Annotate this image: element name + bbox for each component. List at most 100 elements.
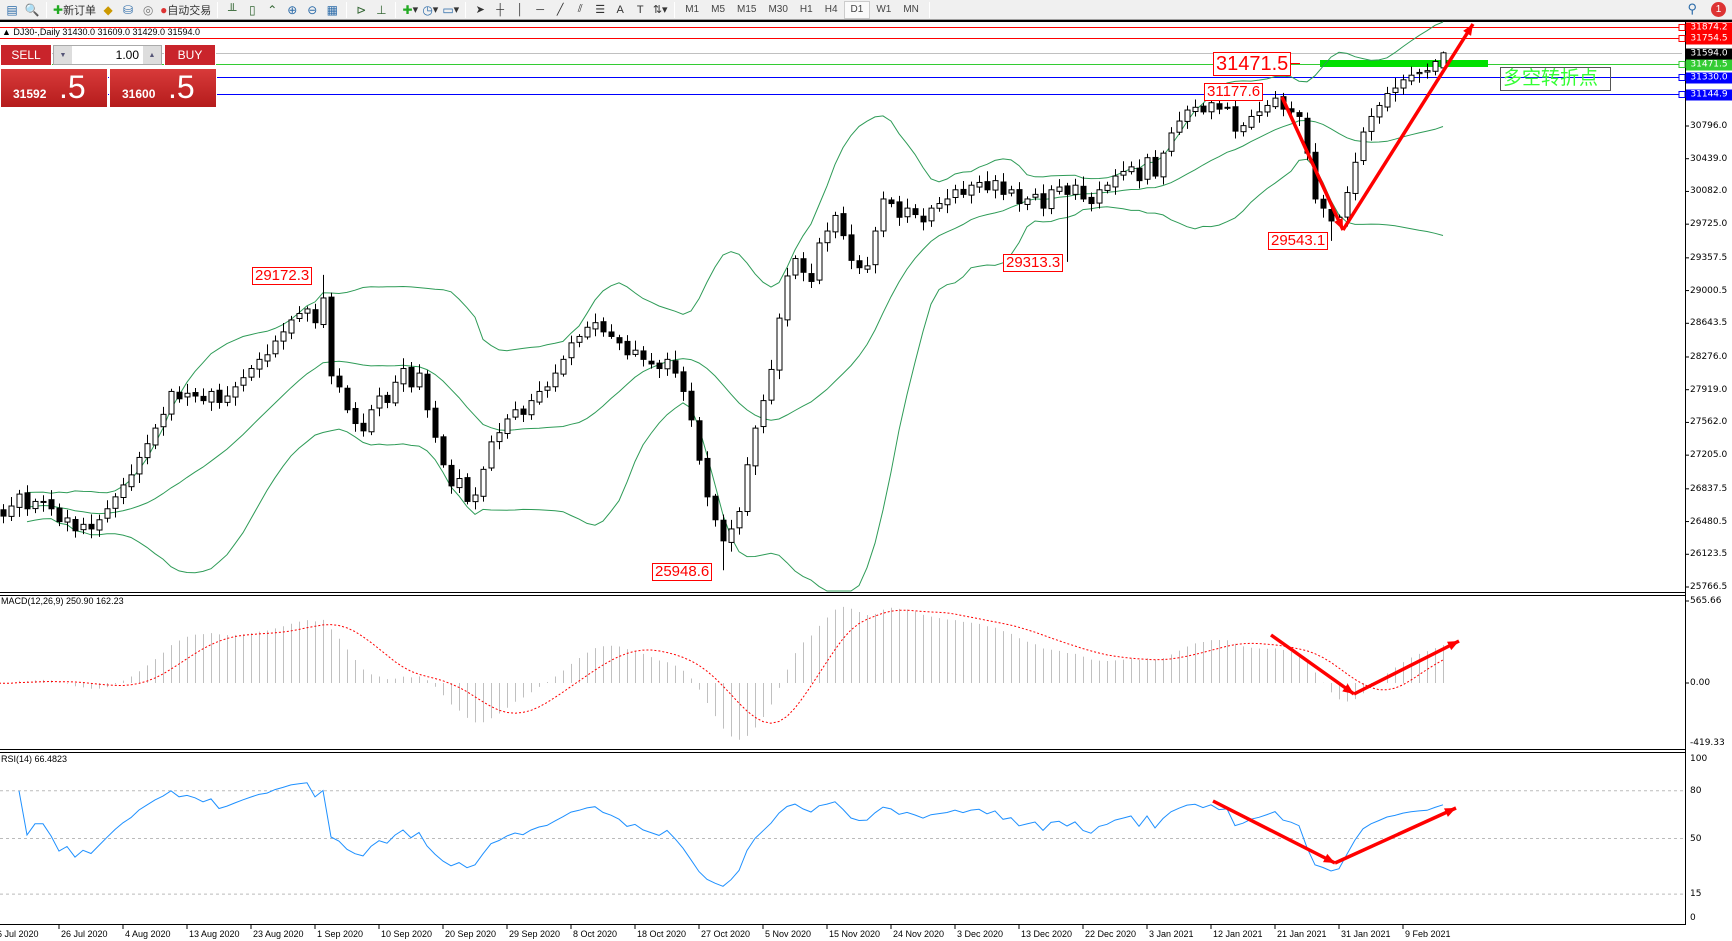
timeframe-m1[interactable]: M1 <box>685 4 700 15</box>
candlestick-icon[interactable]: ▯ <box>249 2 256 17</box>
date-tick-label: 3 Jan 2021 <box>1149 929 1194 939</box>
auto-trading-button[interactable]: ● 自动交易 <box>158 1 213 19</box>
indicators-icon[interactable]: ✚ ▾ <box>402 2 419 17</box>
candle-body <box>560 358 567 375</box>
autoscroll-icon[interactable]: ⊳ <box>356 2 367 17</box>
candle <box>1232 98 1239 139</box>
price-tick-label: 27919.0 <box>1690 384 1728 395</box>
templates-icon[interactable]: ▭ ▾ <box>442 2 460 17</box>
candle <box>1256 101 1263 123</box>
timeframe-m15[interactable]: M15 <box>737 4 757 15</box>
sell-button[interactable]: SELL <box>0 44 52 66</box>
turning-point-note[interactable]: 多空转折点 <box>1500 67 1611 91</box>
candle <box>1184 105 1191 129</box>
annotation-low-2[interactable]: 29313.3 <box>1003 254 1064 272</box>
bar-chart-icon[interactable]: ╨ <box>228 2 237 17</box>
annotation-low-3[interactable]: 29543.1 <box>1268 232 1329 250</box>
date-tick-label: 18 Oct 2020 <box>637 929 687 939</box>
candle <box>112 493 119 518</box>
periods-icon[interactable]: ◷ ▾ <box>422 2 439 17</box>
tile-windows-icon[interactable]: ▦ <box>326 2 338 17</box>
signals-icon[interactable]: ◎ <box>142 2 154 17</box>
candle-body <box>728 528 735 543</box>
macd-tick-label: -419.33 <box>1690 738 1725 748</box>
chart-shift-icon[interactable]: ⊥ <box>376 2 387 17</box>
candle <box>384 391 391 409</box>
candle <box>616 334 623 351</box>
trendline-icon[interactable]: ╱ <box>556 4 564 16</box>
horizontal-line-icon[interactable]: ─ <box>536 3 545 16</box>
annotation-level[interactable]: 31471.5 <box>1213 52 1292 76</box>
crosshair-icon[interactable]: ┼ <box>496 3 505 16</box>
text-label-icon[interactable]: T <box>636 3 644 16</box>
quantity-stepper[interactable]: ▼ 1.00 ▲ <box>53 45 162 65</box>
search-icon[interactable]: ⚲ <box>1687 1 1697 16</box>
cursor-icon[interactable]: ➤ <box>475 4 485 16</box>
metaeditor-icon[interactable]: ◆ <box>103 2 113 17</box>
candle-body <box>1176 120 1183 133</box>
candle <box>1048 185 1055 215</box>
new-order-button[interactable]: ✚ 新订单 <box>51 1 98 19</box>
timeframe-m30[interactable]: M30 <box>768 4 788 15</box>
candle <box>1064 182 1071 262</box>
candle-body <box>88 523 95 530</box>
candle <box>1072 178 1079 200</box>
candle-body <box>320 297 327 326</box>
bollinger-lower <box>26 158 1444 592</box>
candle <box>1016 182 1023 212</box>
candle-body <box>800 258 807 273</box>
increase-icon[interactable]: ▲ <box>143 46 161 64</box>
candle <box>1120 161 1127 181</box>
candle-body <box>1048 189 1055 210</box>
candle <box>32 498 39 514</box>
timeframe-mn[interactable]: MN <box>903 4 919 15</box>
arrow-head <box>1342 683 1354 694</box>
candle-body <box>1128 166 1135 173</box>
candle-body <box>1376 104 1383 118</box>
candle <box>1368 108 1375 141</box>
equidistant-channel-icon[interactable]: ⫽ <box>577 3 583 15</box>
vertical-line-icon[interactable]: │ <box>516 3 524 16</box>
notification-badge[interactable]: 1 <box>1711 1 1726 17</box>
candle <box>1168 127 1175 157</box>
timeframe-h4[interactable]: H4 <box>824 4 838 15</box>
timeframe-h1[interactable]: H1 <box>799 4 813 15</box>
annotation-high-2[interactable]: 31177.6 <box>1204 83 1264 101</box>
text-icon[interactable]: A <box>616 3 624 16</box>
candle <box>296 306 303 323</box>
annotation-high-1[interactable]: 29172.3 <box>252 267 313 285</box>
buy-button[interactable]: BUY <box>164 44 216 66</box>
candle-body <box>1160 152 1167 178</box>
candle <box>80 517 87 535</box>
candle-body <box>672 360 679 374</box>
timeframe-m5[interactable]: M5 <box>711 4 726 15</box>
arrow-shaft <box>1212 799 1336 865</box>
profiles-icon[interactable]: 🔍 <box>24 2 40 17</box>
arrows-icon[interactable]: ⇅▾ <box>652 4 668 16</box>
candle <box>624 335 631 360</box>
candle-body <box>1080 185 1087 200</box>
candle-body <box>1032 193 1039 198</box>
divider <box>46 1 47 18</box>
buy-price-button[interactable]: 31600 .5 <box>109 68 217 108</box>
new-order-label: 新订单 <box>63 4 97 17</box>
zoom-in-icon[interactable]: ⊕ <box>287 2 298 17</box>
quantity-input[interactable]: 1.00 <box>115 48 139 62</box>
candle <box>1128 161 1135 175</box>
candle <box>688 382 695 427</box>
candle <box>1416 68 1423 83</box>
zoom-out-icon[interactable]: ⊖ <box>307 2 318 17</box>
candle-body <box>480 468 487 497</box>
new-chart-icon[interactable]: ▤ <box>6 2 18 17</box>
candle <box>224 386 231 407</box>
navigator-icon[interactable]: ⛁ <box>123 2 134 17</box>
line-chart-icon[interactable]: ⌃ <box>267 2 278 17</box>
candle <box>976 175 983 193</box>
timeframe-w1[interactable]: W1 <box>876 4 892 15</box>
fibonacci-icon[interactable]: ☰ <box>595 4 606 16</box>
sell-price-button[interactable]: 31592 .5 <box>0 68 108 108</box>
annotation-low-1[interactable]: 25948.6 <box>652 563 713 581</box>
timeframe-d1[interactable]: D1 <box>843 0 871 19</box>
decrease-icon[interactable]: ▼ <box>54 46 72 64</box>
